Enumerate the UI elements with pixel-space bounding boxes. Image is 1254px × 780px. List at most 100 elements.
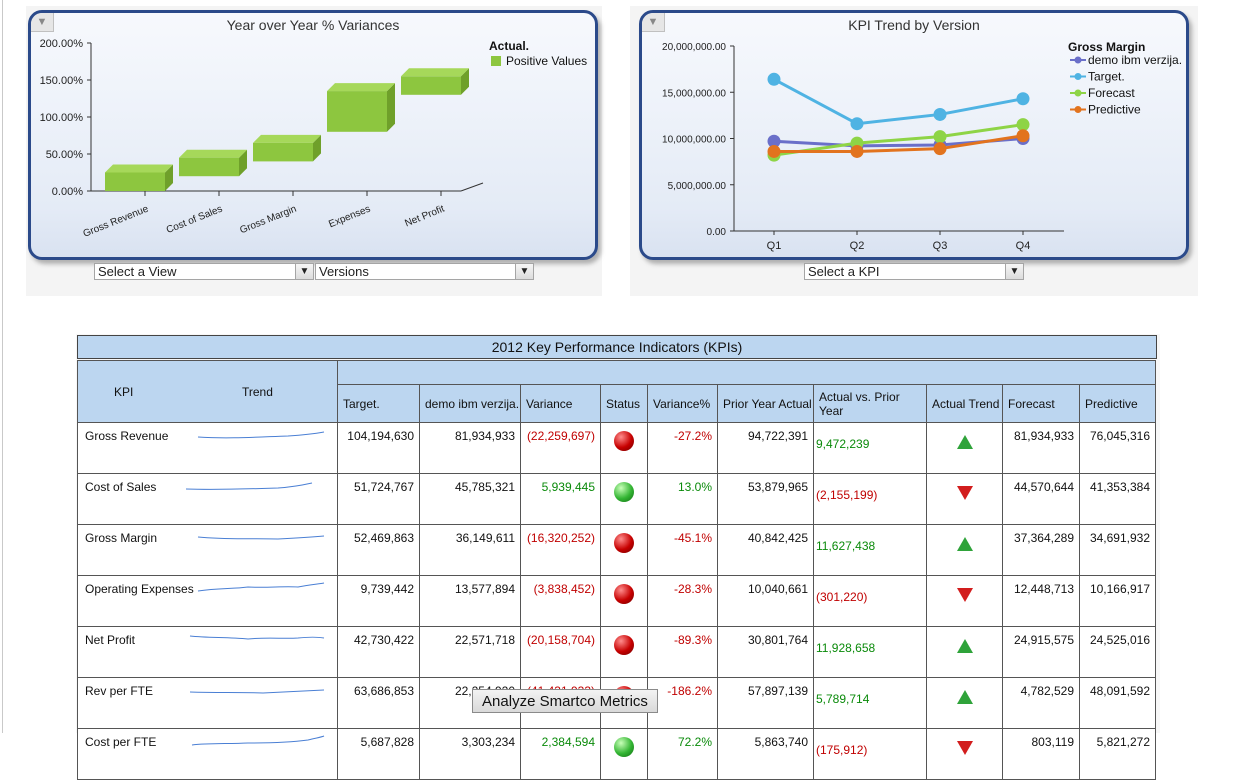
kpi-name: Operating Expenses xyxy=(85,582,194,596)
bar-side xyxy=(461,68,469,95)
x-tick-label: Q3 xyxy=(933,240,948,252)
kpi-cell: Rev per FTE xyxy=(77,677,338,729)
header-status: Status xyxy=(600,384,648,423)
variance-chart: 0.00% 50.00% 100.00% 150.00% 200.00% Gross R… xyxy=(40,38,588,240)
header-prior-year: Prior Year Actual xyxy=(717,384,814,423)
status-red-icon xyxy=(614,635,634,655)
target-value: 42,730,422 xyxy=(337,626,420,678)
target-value: 9,739,442 xyxy=(337,575,420,627)
versions-value: Versions xyxy=(319,264,369,279)
variance-value: (20,158,704) xyxy=(520,626,601,678)
kpi-cell: Gross Margin xyxy=(77,524,338,576)
header-predictive: Predictive xyxy=(1079,384,1156,423)
forecast-value: 37,364,289 xyxy=(1002,524,1080,576)
trend-sparkline xyxy=(197,582,325,592)
variance-legend-title: Actual. xyxy=(489,39,529,53)
actual-trend-cell xyxy=(926,575,1003,627)
header-variance: Variance xyxy=(520,384,601,423)
left-border-line xyxy=(2,0,3,733)
prior-year-value: 10,040,661 xyxy=(717,575,814,627)
table-row: Net Profit 42,730,422 22,571,718 (20,158… xyxy=(77,626,1156,678)
status-cell xyxy=(600,575,648,627)
bar-top xyxy=(253,134,321,143)
status-red-icon xyxy=(614,431,634,451)
variance-pct-value: -28.3% xyxy=(647,575,718,627)
status-red-icon xyxy=(614,584,634,604)
trend-chart-title: KPI Trend by Version xyxy=(848,17,980,33)
select-view-dropdown[interactable]: Select a View ▼ xyxy=(94,263,314,280)
series-point xyxy=(767,72,781,86)
bar-expenses xyxy=(327,91,387,132)
series-point xyxy=(933,142,947,156)
actual-vs-prior-value: 11,627,438 xyxy=(813,524,927,576)
forecast-value: 44,570,644 xyxy=(1002,473,1080,525)
forecast-value: 24,915,575 xyxy=(1002,626,1080,678)
actual-trend-cell xyxy=(926,473,1003,525)
legend-label: Predictive xyxy=(1088,103,1141,117)
kpi-name: Net Profit xyxy=(85,633,136,647)
filter-icon[interactable]: ▼ xyxy=(642,13,665,32)
y-tick-label: 200.00% xyxy=(40,38,84,50)
chevron-down-icon[interactable]: ▼ xyxy=(515,264,533,279)
predictive-value: 41,353,384 xyxy=(1079,473,1156,525)
variance-value: (3,838,452) xyxy=(520,575,601,627)
variance-value: 2,384,594 xyxy=(520,728,601,780)
x-tick-label: Q4 xyxy=(1016,240,1031,252)
demo-value: 3,303,234 xyxy=(419,728,521,780)
prior-year-value: 40,842,425 xyxy=(717,524,814,576)
kpi-name: Gross Margin xyxy=(85,531,158,545)
trend-legend-title: Gross Margin xyxy=(1068,40,1145,54)
y-tick-label: 5,000,000.00 xyxy=(668,181,727,192)
x-tick-label: Expenses xyxy=(327,204,372,231)
kpi-table-title: 2012 Key Performance Indicators (KPIs) xyxy=(77,335,1157,359)
actual-trend-cell xyxy=(926,524,1003,576)
y-tick-label: 15,000,000.00 xyxy=(662,88,726,99)
legend-label: Forecast xyxy=(1088,86,1135,100)
select-kpi-dropdown[interactable]: Select a KPI ▼ xyxy=(804,263,1024,280)
kpi-cell: Gross Revenue xyxy=(77,422,338,474)
predictive-value: 34,691,932 xyxy=(1079,524,1156,576)
filter-icon[interactable]: ▼ xyxy=(31,13,54,32)
trend-sparkline xyxy=(191,735,325,746)
demo-value: 81,934,933 xyxy=(419,422,521,474)
target-value: 63,686,853 xyxy=(337,677,420,729)
kpi-name: Cost of Sales xyxy=(85,480,157,494)
y-tick-label: 50.00% xyxy=(46,149,84,161)
bar-side xyxy=(165,164,173,191)
actual-trend-cell xyxy=(926,626,1003,678)
actual-vs-prior-value: 9,472,239 xyxy=(813,422,927,474)
prior-year-value: 94,722,391 xyxy=(717,422,814,474)
table-row: Cost of Sales 51,724,767 45,785,321 5,93… xyxy=(77,473,1156,525)
variance-value: 5,939,445 xyxy=(520,473,601,525)
bar-top xyxy=(401,68,469,77)
kpi-table: KPI Trend Target. demo ibm verzija. Vari… xyxy=(77,360,1156,780)
x-tick-label: Net Profit xyxy=(403,204,446,230)
kpi-cell: Cost of Sales xyxy=(77,473,338,525)
trend-sparkline xyxy=(189,689,325,694)
trend-down-icon xyxy=(956,741,973,755)
trend-up-icon xyxy=(956,639,973,653)
header-target: Target. xyxy=(337,384,420,423)
table-row: Rev per FTE 63,686,853 22,254,920 (41,43… xyxy=(77,677,1156,729)
bar-gross-margin xyxy=(253,142,313,162)
select-view-value: Select a View xyxy=(98,264,177,279)
legend-marker xyxy=(1074,106,1082,113)
legend-label: demo ibm verzija. xyxy=(1088,53,1182,67)
x-tick-label: Gross Revenue xyxy=(82,203,151,239)
demo-value: 45,785,321 xyxy=(419,473,521,525)
variance-value: (16,320,252) xyxy=(520,524,601,576)
actual-vs-prior-value: (301,220) xyxy=(813,575,927,627)
kpi-name: Gross Revenue xyxy=(85,429,169,443)
kpi-cell: Net Profit xyxy=(77,626,338,678)
status-cell xyxy=(600,422,648,474)
x-tick-label: Q1 xyxy=(767,240,782,252)
predictive-value: 76,045,316 xyxy=(1079,422,1156,474)
bar-net-profit xyxy=(401,76,461,95)
chevron-down-icon[interactable]: ▼ xyxy=(295,264,313,279)
chevron-down-icon[interactable]: ▼ xyxy=(1005,264,1023,279)
versions-dropdown[interactable]: Versions ▼ xyxy=(315,263,534,280)
variance-pct-value: -89.3% xyxy=(647,626,718,678)
bar-side xyxy=(313,134,321,162)
analyze-metrics-button[interactable]: Analyze Smartco Metrics xyxy=(472,689,658,713)
prior-year-value: 30,801,764 xyxy=(717,626,814,678)
